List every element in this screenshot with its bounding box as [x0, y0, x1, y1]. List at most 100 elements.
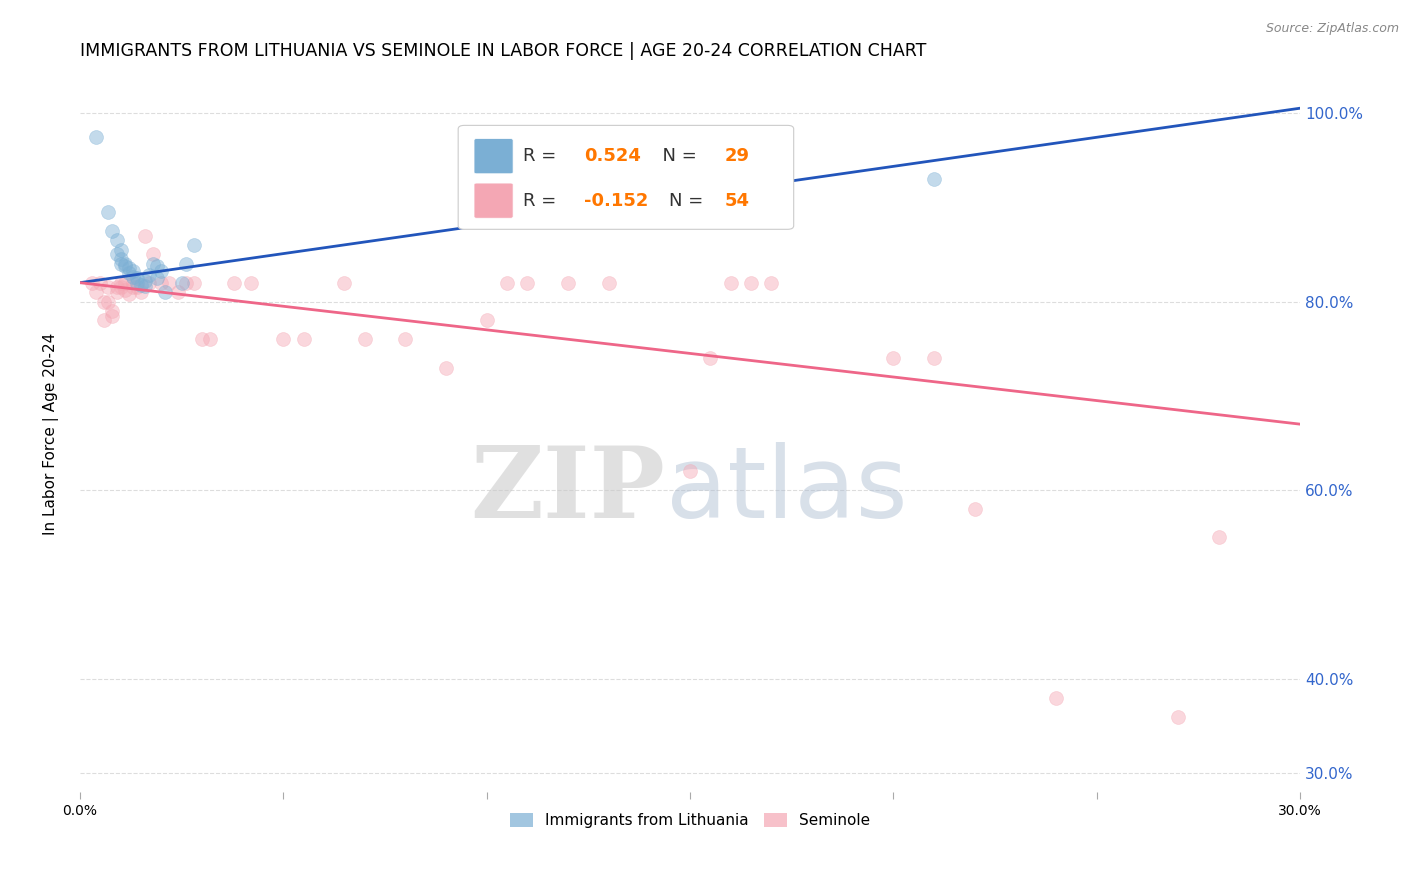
Point	[922, 172, 945, 186]
Point	[129, 277, 152, 292]
Point	[101, 309, 124, 323]
Point	[155, 285, 177, 299]
Point	[516, 276, 538, 290]
Point	[101, 304, 124, 318]
Point	[93, 313, 115, 327]
Point	[105, 247, 128, 261]
Text: IMMIGRANTS FROM LITHUANIA VS SEMINOLE IN LABOR FORCE | AGE 20-24 CORRELATION CHA: IMMIGRANTS FROM LITHUANIA VS SEMINOLE IN…	[80, 42, 927, 60]
Point	[142, 257, 165, 271]
Point	[110, 257, 132, 271]
Point	[224, 276, 246, 290]
Point	[1208, 530, 1230, 544]
Point	[150, 264, 173, 278]
FancyBboxPatch shape	[474, 138, 513, 174]
Y-axis label: In Labor Force | Age 20-24: In Labor Force | Age 20-24	[44, 333, 59, 534]
Point	[110, 252, 132, 266]
Text: N =: N =	[669, 192, 709, 210]
Point	[84, 129, 107, 144]
Point	[97, 280, 120, 294]
Point	[394, 332, 416, 346]
Point	[198, 332, 221, 346]
Point	[114, 259, 136, 273]
Point	[1167, 709, 1189, 723]
Point	[761, 276, 783, 290]
Point	[134, 228, 156, 243]
FancyBboxPatch shape	[474, 183, 513, 219]
Point	[138, 268, 160, 282]
Text: 54: 54	[724, 192, 749, 210]
Point	[720, 276, 742, 290]
Point	[183, 276, 205, 290]
Point	[110, 243, 132, 257]
Point	[97, 294, 120, 309]
Point	[114, 257, 136, 271]
Point	[134, 279, 156, 293]
Point	[159, 276, 181, 290]
Text: R =: R =	[523, 147, 562, 165]
Point	[105, 285, 128, 299]
Text: Source: ZipAtlas.com: Source: ZipAtlas.com	[1265, 22, 1399, 36]
Text: ZIP: ZIP	[471, 442, 665, 540]
Legend: Immigrants from Lithuania, Seminole: Immigrants from Lithuania, Seminole	[503, 807, 876, 835]
Point	[174, 257, 197, 271]
Point	[699, 351, 721, 365]
Point	[239, 276, 262, 290]
Point	[118, 260, 141, 275]
Point	[114, 283, 136, 297]
Point	[333, 276, 356, 290]
Point	[496, 276, 519, 290]
Point	[121, 280, 143, 294]
Point	[101, 224, 124, 238]
Point	[679, 464, 702, 478]
Point	[146, 271, 169, 285]
Point	[97, 205, 120, 219]
Point	[82, 276, 104, 290]
Point	[142, 247, 165, 261]
Point	[183, 238, 205, 252]
Point	[121, 276, 143, 290]
Point	[353, 332, 375, 346]
Point	[110, 276, 132, 290]
Point	[882, 351, 904, 365]
Point	[121, 270, 143, 285]
Point	[922, 351, 945, 365]
Point	[271, 332, 294, 346]
Point	[110, 280, 132, 294]
Text: N =: N =	[651, 147, 703, 165]
Text: 29: 29	[724, 147, 749, 165]
Point	[292, 332, 315, 346]
Point	[963, 502, 986, 516]
Point	[125, 276, 148, 290]
Point	[105, 233, 128, 247]
Point	[105, 280, 128, 294]
Point	[129, 285, 152, 299]
Point	[166, 285, 188, 299]
Point	[475, 313, 498, 327]
Point	[434, 360, 457, 375]
Point	[174, 276, 197, 290]
Point	[134, 274, 156, 288]
Point	[1045, 690, 1067, 705]
Text: R =: R =	[523, 192, 562, 210]
Point	[191, 332, 214, 346]
Point	[125, 271, 148, 285]
Text: 0.524: 0.524	[583, 147, 641, 165]
Point	[598, 276, 620, 290]
Text: -0.152: -0.152	[583, 192, 648, 210]
Point	[740, 276, 762, 290]
Point	[114, 276, 136, 290]
Point	[89, 276, 111, 290]
Text: atlas: atlas	[665, 442, 907, 540]
Point	[170, 276, 193, 290]
Point	[150, 276, 173, 290]
Point	[118, 287, 141, 301]
Point	[138, 276, 160, 290]
Point	[146, 259, 169, 273]
Point	[84, 285, 107, 299]
FancyBboxPatch shape	[458, 126, 794, 229]
Point	[93, 294, 115, 309]
Point	[557, 276, 579, 290]
Point	[118, 266, 141, 280]
Point	[121, 264, 143, 278]
Point	[125, 280, 148, 294]
